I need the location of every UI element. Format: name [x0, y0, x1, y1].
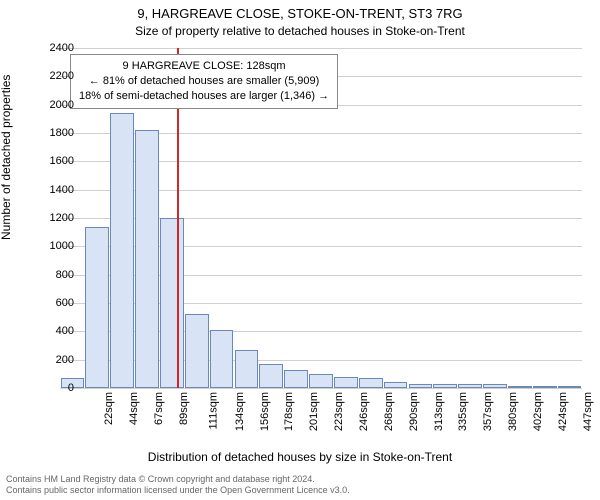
histogram-bar	[483, 384, 507, 388]
x-tick-label: 357sqm	[482, 392, 494, 431]
x-tick-label: 335sqm	[458, 392, 470, 431]
x-tick-label: 67sqm	[153, 392, 165, 425]
x-tick-label: 89sqm	[178, 392, 190, 425]
x-tick-label: 22sqm	[103, 392, 115, 425]
histogram-bar	[85, 227, 109, 389]
histogram-bar	[309, 374, 333, 388]
y-tick-label: 2200	[50, 70, 74, 82]
histogram-bar	[533, 386, 557, 388]
x-tick-label: 402sqm	[532, 392, 544, 431]
chart-title-address: 9, HARGREAVE CLOSE, STOKE-ON-TRENT, ST3 …	[0, 6, 600, 21]
histogram-bar	[384, 382, 408, 388]
histogram-bar	[259, 364, 283, 388]
x-axis-label: Distribution of detached houses by size …	[0, 450, 600, 464]
annotation-line: 9 HARGREAVE CLOSE: 128sqm	[79, 59, 329, 74]
x-tick-label: 178sqm	[284, 392, 296, 431]
y-tick-label: 1600	[50, 155, 74, 167]
x-tick-label: 134sqm	[234, 392, 246, 431]
attribution-footer: Contains HM Land Registry data © Crown c…	[6, 474, 594, 497]
plot-area: 9 HARGREAVE CLOSE: 128sqm← 81% of detach…	[60, 48, 582, 388]
x-tick-label: 447sqm	[582, 392, 594, 431]
histogram-bar	[210, 330, 234, 388]
y-tick-label: 1000	[50, 240, 74, 252]
annotation-line: ← 81% of detached houses are smaller (5,…	[79, 74, 329, 89]
histogram-bar	[160, 218, 184, 388]
histogram-bar	[284, 370, 308, 388]
annotation-box: 9 HARGREAVE CLOSE: 128sqm← 81% of detach…	[70, 54, 338, 109]
histogram-bar	[558, 386, 582, 388]
y-tick-label: 2000	[50, 99, 74, 111]
x-tick-label: 223sqm	[333, 392, 345, 431]
x-tick-label: 268sqm	[383, 392, 395, 431]
footer-line-1: Contains HM Land Registry data © Crown c…	[6, 474, 594, 486]
y-axis-label: Number of detached properties	[0, 75, 13, 240]
histogram-bar	[135, 130, 159, 388]
histogram-bar	[110, 113, 134, 388]
histogram-bar	[409, 384, 433, 388]
y-tick-label: 1800	[50, 127, 74, 139]
histogram-bar	[359, 378, 383, 388]
chart-subtitle: Size of property relative to detached ho…	[0, 24, 600, 38]
y-tick-label: 400	[56, 325, 74, 337]
x-tick-label: 424sqm	[557, 392, 569, 431]
y-tick-label: 1400	[50, 184, 74, 196]
y-tick-label: 2400	[50, 42, 74, 54]
y-tick-label: 0	[68, 382, 74, 394]
histogram-bar	[458, 384, 482, 388]
histogram-bar	[433, 384, 457, 388]
gridline	[60, 48, 582, 49]
y-tick-label: 600	[56, 297, 74, 309]
x-tick-label: 44sqm	[128, 392, 140, 425]
y-tick-label: 200	[56, 354, 74, 366]
x-tick-label: 246sqm	[358, 392, 370, 431]
y-tick-label: 800	[56, 269, 74, 281]
x-tick-label: 111sqm	[207, 392, 219, 430]
x-tick-label: 156sqm	[259, 392, 271, 431]
x-tick-label: 380sqm	[507, 392, 519, 431]
histogram-bar	[185, 314, 209, 388]
histogram-bar	[235, 350, 259, 388]
y-tick-label: 1200	[50, 212, 74, 224]
annotation-line: 18% of semi-detached houses are larger (…	[79, 89, 329, 104]
footer-line-2: Contains public sector information licen…	[6, 485, 594, 497]
x-tick-label: 201sqm	[308, 392, 320, 431]
histogram-bar	[334, 377, 358, 388]
gridline	[60, 388, 582, 389]
x-tick-label: 290sqm	[408, 392, 420, 431]
x-tick-label: 313sqm	[433, 392, 445, 431]
histogram-bar	[508, 386, 532, 388]
